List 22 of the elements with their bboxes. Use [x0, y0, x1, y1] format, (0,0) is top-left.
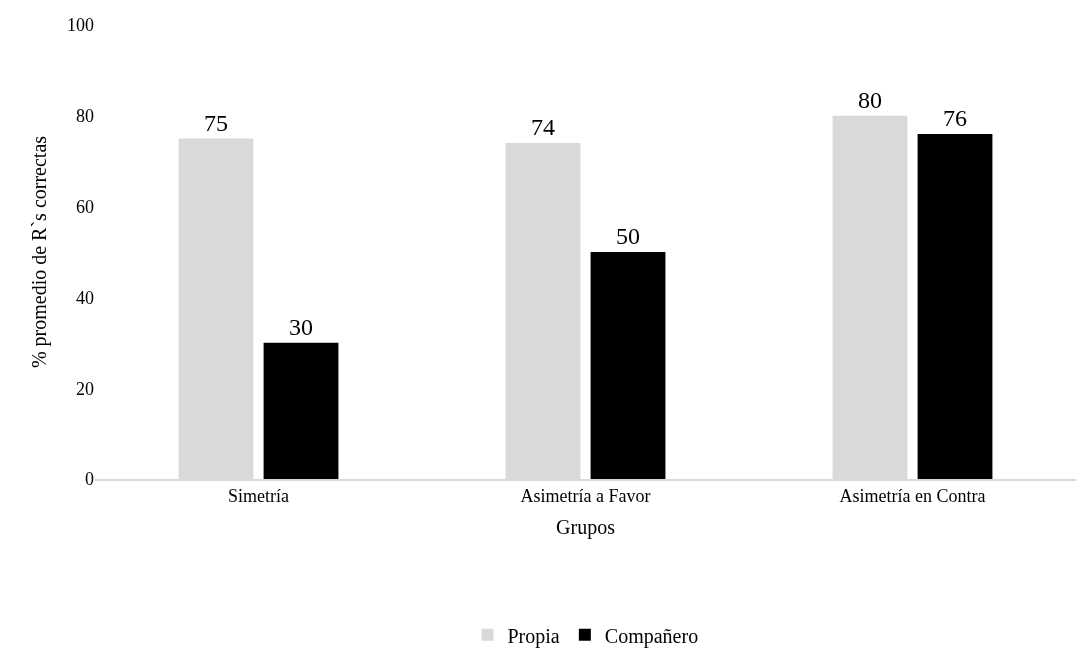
- bar: [590, 252, 666, 479]
- data-label: 50: [616, 223, 641, 249]
- x-tick-label: Asimetría a Favor: [520, 486, 651, 507]
- data-label: 30: [289, 313, 314, 340]
- bar: [263, 342, 339, 479]
- legend-label: Compañero: [604, 624, 699, 648]
- legend-label: Propia: [507, 624, 560, 648]
- bar: [917, 133, 993, 479]
- y-tick-label: 0: [85, 469, 94, 490]
- data-label: 80: [857, 86, 882, 113]
- y-tick-label: 100: [67, 15, 94, 36]
- data-label: 75: [203, 109, 228, 136]
- y-axis-title: % promedio de R`s correctas: [27, 135, 51, 369]
- y-tick-label: 40: [76, 287, 94, 308]
- y-tick-label: 20: [76, 378, 94, 399]
- data-label: 76: [943, 104, 968, 131]
- x-tick-label: Asimetría en Contra: [839, 486, 986, 507]
- data-label: 74: [530, 114, 555, 141]
- x-axis-title: Grupos: [556, 516, 616, 540]
- x-tick-label: Simetría: [228, 486, 289, 507]
- y-tick-label: 80: [76, 106, 94, 127]
- y-tick-label: 60: [76, 196, 94, 217]
